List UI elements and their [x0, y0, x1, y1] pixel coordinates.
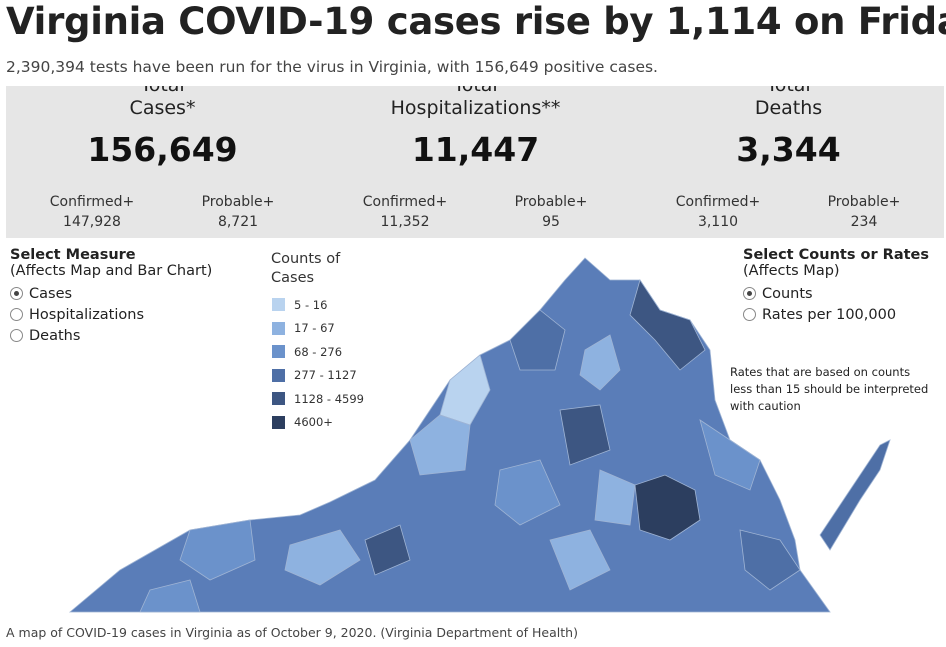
counts-rates-control: Select Counts or Rates (Affects Map) Cou… [743, 247, 929, 325]
county [364, 524, 411, 576]
measure-control: Select Measure (Affects Map and Bar Char… [10, 247, 212, 346]
confirmed-label: Confirmed+ [49, 194, 135, 210]
stat-column: TotalCases* 156,649 Confirmed+ 147,928 Proba… [6, 86, 319, 238]
radio-option[interactable]: Deaths [10, 325, 212, 346]
counties [68, 257, 891, 613]
legend-label: 68 - 276 [294, 344, 343, 359]
headline: Virginia COVID-19 cases rise by 1,114 on… [6, 0, 946, 43]
confirmed-label: Confirmed+ [362, 194, 448, 210]
counts-rates-title: Select Counts or Rates [743, 247, 930, 263]
radio-label: Cases [29, 285, 73, 302]
probable-value: 234 [850, 214, 878, 230]
county [549, 529, 611, 591]
stat-total: 3,344 [736, 130, 841, 169]
confirmed-label: Confirmed+ [675, 194, 761, 210]
rates-note: Rates that are based on counts less than… [730, 365, 929, 413]
stat-label-top: Total [632, 86, 944, 96]
legend-item: 277 - 1127 [271, 364, 364, 388]
caption: A map of COVID-19 cases in Virginia as o… [6, 625, 578, 640]
county [559, 404, 611, 466]
stats-panel: TotalCases*156,649Confirmed+147,928Proba… [6, 86, 944, 238]
radio-button [10, 287, 23, 300]
legend-label: 277 - 1127 [294, 368, 357, 383]
radio-button [743, 287, 756, 300]
county [739, 529, 801, 591]
county [509, 309, 566, 371]
probable-value: 95 [542, 214, 560, 230]
stat-label: Hospitalizations** [390, 97, 561, 119]
measure-options: Cases Hospitalizations Deaths [10, 283, 212, 346]
radio-label: Counts [762, 285, 813, 302]
legend-label: 5 - 16 [294, 297, 328, 312]
legend-label: 17 - 67 [294, 321, 335, 336]
county [409, 414, 471, 476]
legend-label: 1128 - 4599 [294, 391, 364, 406]
probable-label: Probable+ [827, 194, 901, 210]
probable-label: Probable+ [201, 194, 275, 210]
legend-item: 5 - 16 [271, 293, 364, 317]
stat-label-top: Total [6, 86, 319, 96]
radio-option[interactable]: Hospitalizations [10, 304, 212, 325]
counts-rates-options: Counts Rates per 100,000 [743, 283, 929, 325]
legend-item: 17 - 67 [271, 317, 364, 341]
legend-swatch [271, 391, 286, 407]
radio-label: Deaths [29, 327, 81, 344]
radio-label: Rates per 100,000 [762, 306, 897, 323]
confirmed-value: 3,110 [697, 214, 739, 230]
county [579, 334, 621, 391]
stat-column: TotalDeaths 3,344 Confirmed+ 3,110 Probable+… [632, 86, 944, 238]
legend-item: 4600+ [271, 411, 364, 435]
stat-label-top: Total [319, 86, 632, 96]
probable-value: 8,721 [217, 214, 259, 230]
radio-button [743, 308, 756, 321]
radio-button [10, 308, 23, 321]
legend-title: Counts of Cases [271, 251, 341, 286]
legend-swatch [271, 320, 286, 336]
legend: Counts of Cases 5 - 16 17 - 67 68 - 276 277… [271, 250, 364, 434]
legend-label: 4600+ [294, 415, 333, 430]
county [594, 469, 636, 526]
stat-label: Cases* [129, 97, 196, 119]
stat-total: 11,447 [411, 130, 540, 169]
radio-option[interactable]: Cases [10, 283, 212, 304]
legend-items: 5 - 16 17 - 67 68 - 276 277 - 1127 1128 - 45… [271, 293, 364, 434]
counts-rates-subtitle: (Affects Map) [743, 263, 840, 279]
county [439, 354, 491, 426]
county [284, 529, 361, 586]
choropleth-map [68, 257, 891, 613]
county [179, 519, 256, 581]
legend-swatch [271, 414, 286, 430]
confirmed-value: 147,928 [63, 214, 121, 230]
measure-title: Select Measure [10, 247, 136, 263]
radio-option[interactable]: Counts [743, 283, 929, 304]
radio-option[interactable]: Rates per 100,000 [743, 304, 929, 325]
legend-item: 68 - 276 [271, 340, 364, 364]
radio-button [10, 329, 23, 342]
stat-label: Deaths [754, 97, 823, 119]
stat-column: TotalHospitalizations** 11,447 Confirmed+ 1… [319, 86, 632, 238]
radio-label: Hospitalizations [29, 306, 145, 323]
confirmed-value: 11,352 [380, 214, 430, 230]
measure-subtitle: (Affects Map and Bar Chart) [10, 263, 213, 279]
county [494, 459, 561, 526]
eastern-shore [819, 439, 891, 551]
county [699, 419, 761, 491]
legend-item: 1128 - 4599 [271, 387, 364, 411]
stat-total: 156,649 [87, 130, 238, 169]
county [139, 579, 201, 613]
legend-swatch [271, 367, 286, 383]
subheadline: 2,390,394 tests have been run for the vi… [6, 58, 658, 76]
legend-swatch [271, 344, 286, 360]
probable-label: Probable+ [514, 194, 588, 210]
legend-swatch [271, 297, 286, 313]
county [629, 279, 706, 371]
county [634, 474, 701, 541]
